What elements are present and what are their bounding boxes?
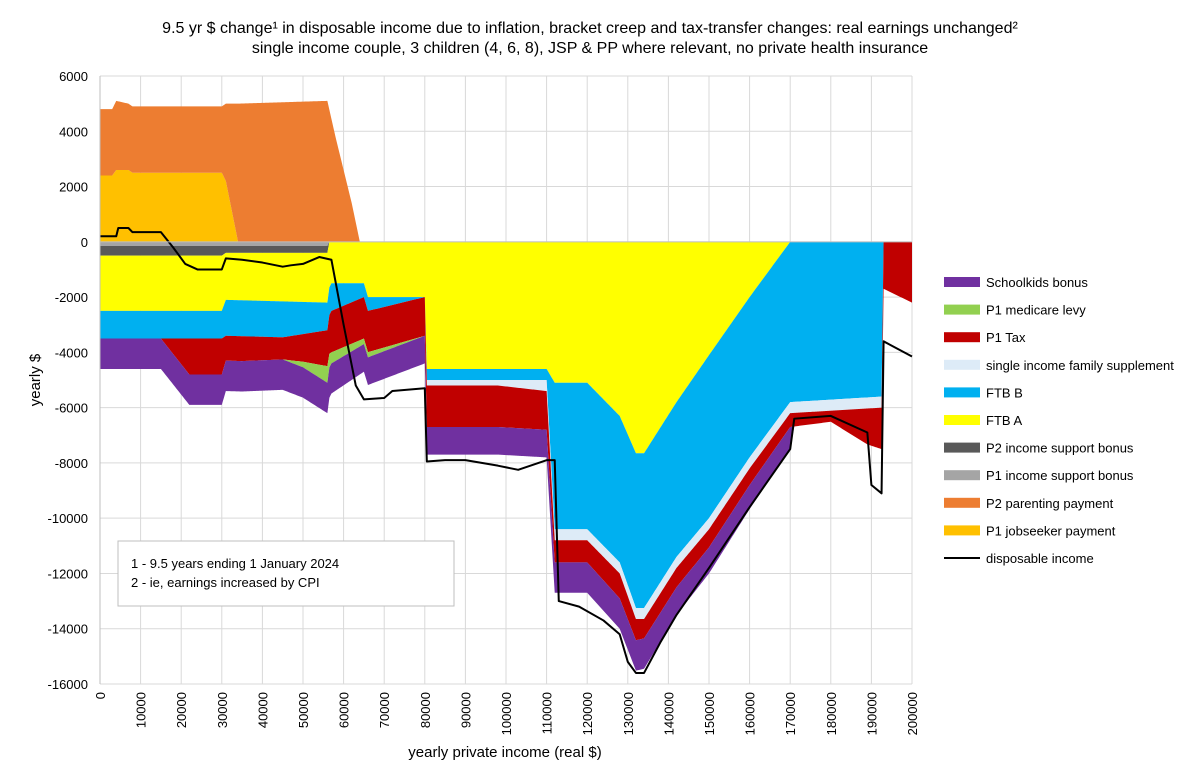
x-tick-label: 0: [93, 692, 108, 699]
legend-swatch-p1-jobseeker-payment: [944, 525, 980, 536]
legend-label-schoolkids-bonus: Schoolkids bonus: [986, 275, 1088, 290]
legend-swatch-single-income-family-supplement: [944, 359, 980, 370]
legend-swatch-p1-income-support-bonus: [944, 470, 980, 481]
legend-label-disposable-income: disposable income: [986, 551, 1094, 566]
legend-swatch-ftb-a: [944, 415, 980, 425]
legend-label-p1-income-support-bonus: P1 income support bonus: [986, 468, 1134, 483]
x-tick-label: 20000: [174, 692, 189, 728]
area-series: [100, 100, 912, 671]
note-2: 2 - ie, earnings increased by CPI: [131, 575, 320, 590]
legend-label-p1-jobseeker-payment: P1 jobseeker payment: [986, 523, 1116, 538]
x-tick-label: 190000: [864, 692, 879, 735]
area-p2-parenting-payment: [100, 100, 912, 242]
y-tick-label: -6000: [55, 401, 88, 416]
y-tick-label: -16000: [48, 677, 88, 692]
y-tick-label: -2000: [55, 290, 88, 305]
legend-swatch-p2-parenting-payment: [944, 497, 980, 508]
y-ticks: 6000 4000 2000 0 -2000 -4000 -6000 -8000 -10000 -…: [48, 69, 88, 692]
y-axis-label: yearly $: [27, 353, 44, 406]
x-tick-label: 130000: [621, 692, 636, 735]
x-tick-label: 50000: [296, 692, 311, 728]
area-schoolkids-bonus: [100, 288, 912, 671]
area-single-income-family-supplement: [100, 241, 912, 620]
x-tick-label: 30000: [215, 692, 230, 728]
area-p1-jobseeker-payment: [100, 169, 912, 242]
line-disposable-income: [100, 227, 913, 674]
chart-subtitle: single income couple, 3 children (4, 6, …: [252, 40, 928, 57]
x-tick-label: 100000: [499, 692, 514, 735]
y-tick-label: -14000: [48, 622, 88, 637]
x-tick-label: 140000: [661, 692, 676, 735]
notes-box: 1 - 9.5 years ending 1 January 2024 2 - …: [117, 540, 455, 607]
note-1: 1 - 9.5 years ending 1 January 2024: [131, 556, 339, 571]
x-tick-label: 170000: [783, 692, 798, 735]
x-tick-label: 90000: [458, 692, 473, 728]
y-tick-label: 2000: [59, 180, 88, 195]
x-tick-label: 160000: [743, 692, 758, 735]
x-tick-label: 70000: [377, 692, 392, 728]
legend-swatch-ftb-b: [944, 387, 980, 398]
area-p1-tax: [100, 241, 912, 641]
y-tick-label: 6000: [59, 69, 88, 84]
area-p1-income-support-bonus: [100, 241, 912, 246]
x-tick-label: 80000: [418, 692, 433, 728]
legend-label-ftb-b: FTB B: [986, 385, 1023, 400]
x-tick-label: 150000: [702, 692, 717, 735]
y-tick-label: -4000: [55, 345, 88, 360]
y-tick-label: -10000: [48, 511, 88, 526]
legend-label-single-income-family-supplement: single income family supplement: [986, 358, 1174, 373]
legend-swatch-p1-tax: [944, 332, 980, 343]
x-tick-label: 120000: [580, 692, 595, 735]
x-axis-label: yearly private income (real $): [408, 744, 601, 761]
area-ftb-b: [100, 241, 912, 608]
legend-label-p2-parenting-payment: P2 parenting payment: [986, 496, 1114, 511]
area-p2-income-support-bonus: [100, 241, 912, 256]
x-tick-label: 10000: [134, 692, 149, 728]
legend: Schoolkids bonus P1 medicare levy P1 Tax si…: [944, 275, 1174, 566]
x-tick-label: 180000: [824, 692, 839, 735]
x-ticks: 0 10000 20000 30000 40000 50000 60000 70000 8000…: [93, 692, 920, 735]
legend-label-ftb-a: FTB A: [986, 413, 1022, 428]
x-tick-label: 40000: [255, 692, 270, 728]
area-ftb-a: [100, 241, 912, 454]
x-tick-label: 110000: [540, 692, 555, 734]
legend-swatch-schoolkids-bonus: [944, 277, 980, 287]
y-tick-label: -8000: [55, 456, 88, 471]
x-tick-label: 200000: [905, 692, 920, 735]
y-tick-label: 4000: [59, 124, 88, 139]
legend-label-p1-tax: P1 Tax: [986, 330, 1026, 345]
legend-swatch-p2-income-support-bonus: [944, 442, 980, 453]
axes: [99, 76, 912, 684]
y-tick-label: -12000: [48, 566, 88, 581]
legend-label-p1-medicare-levy: P1 medicare levy: [986, 303, 1086, 318]
legend-label-p2-income-support-bonus: P2 income support bonus: [986, 441, 1134, 456]
y-tick-label: 0: [81, 235, 88, 250]
x-tick-label: 60000: [337, 692, 352, 728]
legend-swatch-p1-medicare-levy: [944, 304, 980, 315]
line-series: [100, 227, 913, 674]
chart-title: 9.5 yr $ change¹ in disposable income du…: [162, 20, 1018, 37]
